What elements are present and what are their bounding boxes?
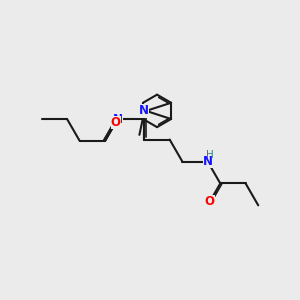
Text: H: H [112,121,120,131]
Text: N: N [140,105,149,118]
Text: N: N [113,112,123,125]
Text: O: O [111,116,121,129]
Text: N: N [140,104,149,117]
Text: N: N [202,155,213,168]
Text: O: O [205,195,215,208]
Text: H: H [206,150,214,160]
